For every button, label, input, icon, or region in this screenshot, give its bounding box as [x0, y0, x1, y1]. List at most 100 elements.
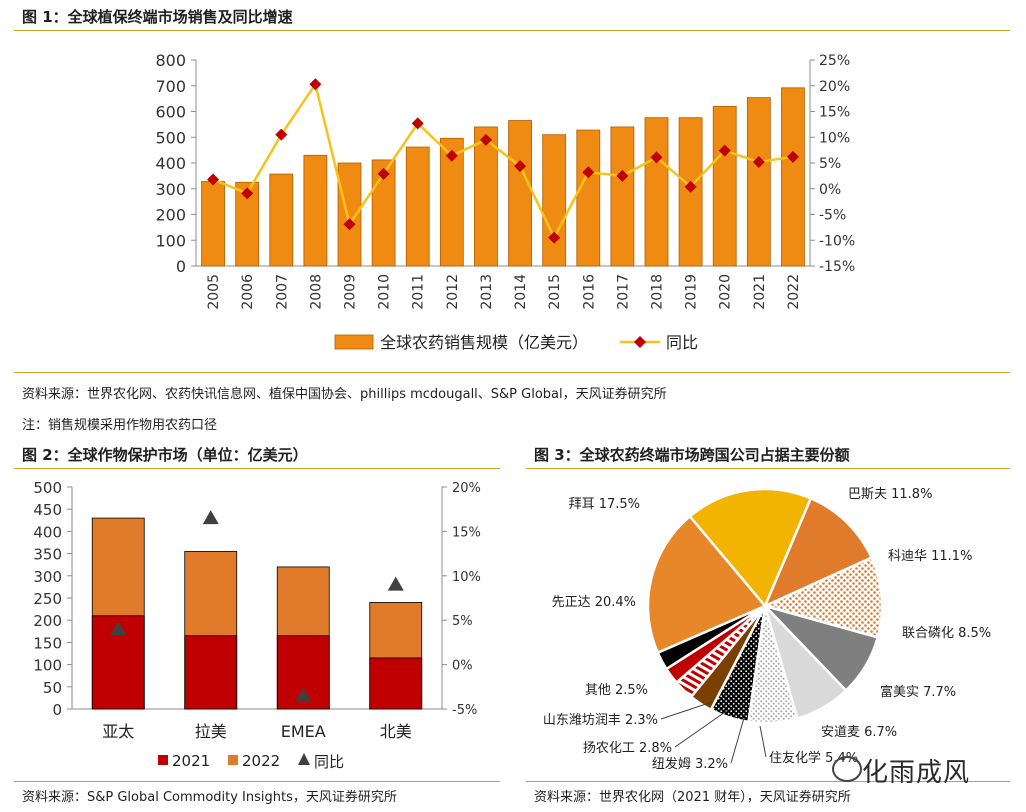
fig1-bar	[781, 87, 805, 267]
fig1-x-tick-label: 2015	[547, 274, 563, 310]
fig2-left-tick-label: 450	[33, 501, 62, 519]
fig2-legend-2022-swatch	[228, 755, 238, 765]
fig1-bar	[508, 120, 532, 267]
fig1-x-tick-label: 2011	[411, 274, 427, 310]
fig1-left-tick-label: 400	[155, 154, 186, 173]
fig1-bar	[269, 173, 294, 267]
fig1-x-tick-label: 2006	[240, 274, 256, 310]
fig3-bottom-rule	[526, 781, 1010, 782]
fig1-right-tick-label: 20%	[819, 79, 850, 95]
fig3-slice-label: 扬农化工 2.8%	[583, 741, 672, 756]
fig1-legend-line-marker	[634, 336, 646, 348]
fig1-right-tick-label: -10%	[819, 233, 855, 249]
fig1-yoy-marker	[650, 151, 663, 164]
fig1-x-tick-label: 2014	[513, 274, 529, 310]
fig3-slice-label: 安道麦 6.7%	[821, 725, 897, 740]
fig1-right-tick-label: 0%	[819, 182, 841, 198]
fig3-pie-slice	[688, 487, 813, 609]
fig1-right-tick-label: 5%	[819, 156, 841, 172]
fig2-left-tick-label: 100	[33, 657, 62, 675]
fig2-legend-yoy-label: 同比	[314, 753, 344, 771]
fig2-yoy-marker	[202, 510, 219, 525]
fig2-legend-2021-label: 2021	[172, 752, 210, 770]
fig2-left-tick-label: 500	[33, 479, 62, 497]
fig1-left-tick-label: 100	[155, 231, 186, 250]
fig2-x-tick-label: 亚太	[102, 722, 134, 741]
fig1-x-tick-label: 2005	[206, 274, 222, 310]
fig1-bar	[610, 126, 635, 267]
fig1-bar	[644, 117, 669, 267]
fig1-left-tick-label: 700	[155, 77, 186, 96]
fig1-bar	[235, 181, 260, 267]
fig1-yoy-marker	[377, 167, 390, 180]
fig1-yoy-marker	[752, 155, 765, 168]
fig1-yoy-marker	[548, 231, 561, 244]
fig2-title-rule	[14, 468, 500, 469]
fig1-x-tick-label: 2008	[308, 274, 324, 310]
fig1-bar	[474, 126, 498, 267]
fig2-bar-2021	[184, 635, 238, 710]
fig1-yoy-marker	[718, 144, 731, 157]
fig3-slice-label: 其他 2.5%	[585, 683, 648, 698]
fig2-x-tick-label: 拉美	[195, 722, 227, 741]
fig3-pie-slice	[762, 496, 874, 609]
fig3-pie-slice	[761, 555, 884, 639]
fig1-yoy-marker	[445, 149, 458, 162]
fig1-x-tick-label: 2007	[274, 274, 290, 310]
fig1-yoy-marker	[411, 117, 424, 130]
fig3-slice-label: 科迪华 11.1%	[888, 549, 972, 564]
fig2-right-tick-label: 0%	[452, 659, 473, 674]
fig1-title-rule	[14, 30, 1010, 31]
fig2-bottom-rule	[14, 781, 500, 782]
fig1-right-tick-label: 15%	[819, 105, 850, 121]
fig1-x-tick-label: 2009	[343, 274, 359, 310]
fig1-bar	[337, 162, 362, 267]
fig1-right-tick-label: 25%	[819, 53, 850, 69]
fig2-legend-yoy-swatch	[298, 753, 310, 765]
fig2-legend-2021-swatch	[158, 755, 168, 765]
watermark-text: 化雨成风	[862, 758, 971, 788]
fig2-left-tick-label: 400	[33, 523, 62, 541]
fig2-left-tick-label: 200	[33, 612, 62, 630]
fig1-yoy-marker	[309, 78, 322, 91]
fig2-legend-2022-label: 2022	[242, 752, 280, 770]
fig1-left-tick-label: 0	[176, 257, 186, 276]
fig1-legend-bar-swatch	[334, 334, 374, 350]
fig2-x-tick-label: 北美	[380, 722, 412, 741]
fig1-yoy-marker	[479, 133, 492, 146]
fig1-yoy-marker	[207, 173, 220, 186]
fig2-yoy-marker	[295, 687, 312, 702]
fig3-leader-line	[674, 709, 729, 748]
fig1-right-tick-label: 10%	[819, 130, 850, 146]
fig3-slice-label: 先正达 20.4%	[552, 595, 636, 610]
fig3-title: 图 3：全球农药终端市场跨国公司占据主要份额	[534, 446, 850, 464]
fig1-x-tick-label: 2018	[650, 274, 666, 310]
fig3-leader-line	[660, 701, 713, 720]
fig1-bottom-rule	[14, 372, 1010, 373]
fig1-bar	[439, 137, 464, 267]
fig1-yoy-marker	[786, 150, 799, 163]
fig3-slice-label: 富美实 7.7%	[880, 684, 956, 700]
fig1-yoy-marker	[343, 218, 356, 231]
fig1-legend-line-label: 同比	[666, 333, 698, 352]
fig1-yoy-marker	[275, 128, 288, 141]
fig1-right-tick-label: -5%	[819, 208, 846, 224]
fig1-left-tick-label: 300	[155, 180, 186, 199]
fig2-left-tick-label: 0	[52, 701, 62, 719]
fig2-x-tick-label: EMEA	[281, 722, 326, 741]
fig1-x-tick-label: 2019	[684, 274, 700, 310]
fig3-slice-label: 巴斯夫 11.8%	[848, 487, 932, 502]
fig1-x-tick-label: 2020	[718, 274, 734, 310]
fig1-bar	[405, 146, 430, 267]
fig3-leader-line	[759, 725, 767, 758]
fig2-right-tick-label: 20%	[452, 481, 481, 496]
fig1-yoy-marker	[684, 180, 697, 193]
fig2-left-tick-label: 150	[33, 634, 62, 652]
fig1-yoy-marker	[514, 160, 527, 173]
fig2-bar-2021	[369, 657, 423, 710]
fig1-x-tick-label: 2021	[752, 274, 768, 310]
fig1-note: 注：销售规模采用作物用农药口径	[22, 418, 218, 433]
wechat-icon	[832, 756, 862, 782]
fig2-right-tick-label: 15%	[452, 525, 481, 540]
fig1-x-tick-label: 2012	[445, 274, 461, 310]
